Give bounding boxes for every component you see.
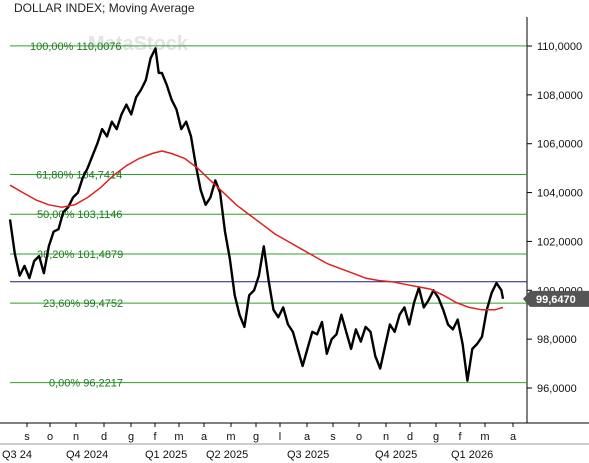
- month-label: g: [433, 431, 439, 443]
- y-tick-label: 102,0000: [537, 236, 583, 248]
- month-label: o: [356, 431, 362, 443]
- fibonacci-level-label: 61,80% 104,7414: [36, 169, 122, 181]
- month-label: m: [226, 431, 235, 443]
- quarter-label: Q3 24: [2, 449, 32, 461]
- y-tick-label: 104,0000: [537, 188, 583, 200]
- month-label: a: [304, 431, 311, 443]
- quarter-label: Q4 2024: [66, 449, 108, 461]
- month-label: o: [47, 431, 53, 443]
- last-value-tag: [523, 290, 589, 307]
- price-series-line: [8, 47, 505, 382]
- fibonacci-level-label: 100,00% 110,0076: [30, 41, 122, 53]
- y-tick-label: 106,0000: [537, 139, 583, 151]
- month-label: m: [480, 431, 489, 443]
- month-label: a: [201, 431, 208, 443]
- quarter-label: Q1 2025: [145, 449, 187, 461]
- quarter-label: Q1 2026: [451, 449, 493, 461]
- moving-average-line: [9, 150, 504, 311]
- month-label: d: [101, 431, 107, 443]
- month-label: a: [510, 431, 517, 443]
- month-label: d: [407, 431, 413, 443]
- quarter-label: Q2 2025: [206, 449, 248, 461]
- chart-title: DOLLAR INDEX; Moving Average: [14, 1, 195, 15]
- month-label: s: [330, 431, 336, 443]
- y-tick-label: 98,0000: [537, 334, 577, 346]
- month-label: n: [383, 431, 389, 443]
- y-tick-label: 110,0000: [537, 41, 582, 53]
- month-label: f: [153, 431, 157, 443]
- y-tick-label: 108,0000: [537, 90, 583, 102]
- quarter-label: Q3 2025: [287, 449, 329, 461]
- month-label: m: [174, 431, 183, 443]
- fibonacci-level-label: 38,20% 101,4879: [37, 249, 123, 261]
- month-label: g: [253, 431, 259, 443]
- fibonacci-level-label: 0,00% 96,2217: [49, 378, 123, 390]
- month-label: n: [73, 431, 79, 443]
- quarter-label: Q4 2025: [375, 449, 417, 461]
- month-label: f: [458, 431, 462, 443]
- fibonacci-level-label: 23,60% 99,4752: [43, 298, 123, 310]
- y-tick-label: 96,0000: [537, 383, 577, 395]
- month-label: g: [128, 431, 134, 443]
- month-label: l: [279, 431, 281, 443]
- last-value-label: 99,6470: [536, 294, 576, 306]
- fibonacci-level-label: 50,00% 103,1146: [37, 209, 122, 221]
- month-label: s: [24, 431, 30, 443]
- watermark-text: MetaStock: [88, 33, 189, 55]
